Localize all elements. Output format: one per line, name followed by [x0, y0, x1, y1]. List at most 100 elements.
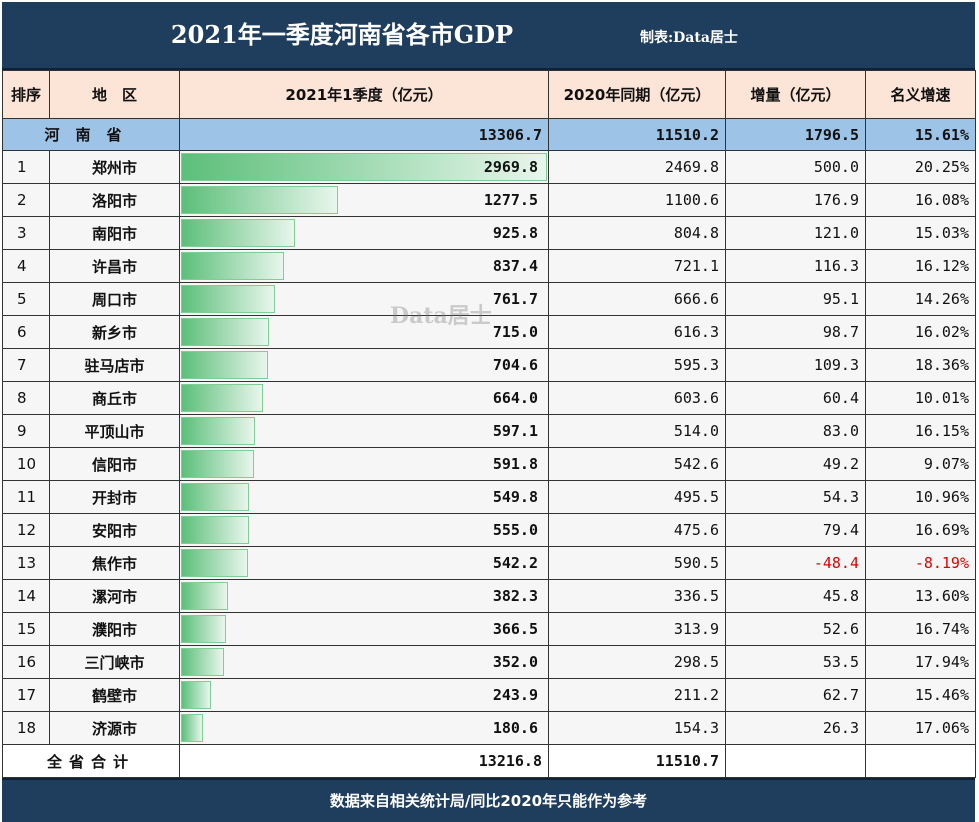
- gdp-bar: [181, 450, 254, 478]
- q1-2020-cell: 298.5: [548, 645, 726, 679]
- growth-cell: 17.06%: [865, 711, 976, 745]
- region-cell: 漯河市: [49, 579, 180, 613]
- header-rank: 排序: [2, 70, 50, 119]
- q1-2020-cell: 542.6: [548, 447, 726, 481]
- credit-label: 制表:Data居士: [640, 30, 738, 46]
- gdp-bar: [181, 318, 269, 346]
- q1-2020-cell: 154.3: [548, 711, 726, 745]
- increase-cell: 500.0: [725, 150, 866, 184]
- growth-cell: 18.36%: [865, 348, 976, 382]
- rank-cell: 17: [2, 678, 50, 712]
- q1-2020-cell: 590.5: [548, 546, 726, 580]
- q1-2021-cell: 555.0: [179, 513, 549, 547]
- q1-2021-cell: 925.8: [179, 216, 549, 250]
- increase-cell: 60.4: [725, 381, 866, 415]
- header-increase: 增量（亿元）: [725, 70, 866, 119]
- growth-cell: 16.02%: [865, 315, 976, 349]
- growth-cell: 15.03%: [865, 216, 976, 250]
- header-row: 排序 地 区 2021年1季度（亿元） 2020年同期（亿元） 增量（亿元） 名…: [2, 70, 976, 119]
- table-row: 12 安阳市 555.0 475.6 79.4 16.69%: [2, 513, 976, 547]
- table-row: 16 三门峡市 352.0 298.5 53.5 17.94%: [2, 645, 976, 679]
- q1-2021-cell: 2969.8: [179, 150, 549, 184]
- q1-2021-cell: 542.2: [179, 546, 549, 580]
- growth-cell: 9.07%: [865, 447, 976, 481]
- gdp-bar: [181, 186, 338, 214]
- rank-cell: 6: [2, 315, 50, 349]
- increase-cell: 176.9: [725, 183, 866, 217]
- q1-2021-value: 549.8: [492, 488, 538, 506]
- q1-2021-value: 597.1: [492, 422, 538, 440]
- q1-2021-cell: 761.7: [179, 282, 549, 316]
- q1-2021-cell: 1277.5: [179, 183, 549, 217]
- rank-cell: 8: [2, 381, 50, 415]
- gdp-bar: [181, 681, 211, 709]
- rank-cell: 15: [2, 612, 50, 646]
- gdp-bar: [181, 648, 224, 676]
- gdp-bar: [181, 516, 249, 544]
- q1-2021-value: 2969.8: [483, 158, 538, 176]
- q1-2021-cell: 243.9: [179, 678, 549, 712]
- region-cell: 洛阳市: [49, 183, 180, 217]
- gdp-bar: [181, 285, 275, 313]
- growth-cell: 17.94%: [865, 645, 976, 679]
- q1-2021-cell: 664.0: [179, 381, 549, 415]
- growth-cell: 16.12%: [865, 249, 976, 283]
- q1-2021-value: 180.6: [492, 719, 538, 737]
- increase-cell: 54.3: [725, 480, 866, 514]
- gdp-bar: [181, 219, 295, 247]
- total-row: 全省合计 13216.8 11510.7: [2, 744, 976, 778]
- gdp-bar: [181, 153, 547, 181]
- increase-cell: 109.3: [725, 348, 866, 382]
- province-q1-2021: 13306.7: [179, 118, 549, 151]
- q1-2021-cell: 715.0: [179, 315, 549, 349]
- total-q1-2021: 13216.8: [179, 744, 549, 778]
- table-row: 18 济源市 180.6 154.3 26.3 17.06%: [2, 711, 976, 745]
- increase-cell: -48.4: [725, 546, 866, 580]
- total-q1-2020: 11510.7: [548, 744, 726, 778]
- region-cell: 驻马店市: [49, 348, 180, 382]
- table-row: 7 驻马店市 704.6 595.3 109.3 18.36%: [2, 348, 976, 382]
- gdp-table: 排序 地 区 2021年1季度（亿元） 2020年同期（亿元） 增量（亿元） 名…: [2, 70, 976, 778]
- growth-cell: 14.26%: [865, 282, 976, 316]
- table-row: 5 周口市 761.7 666.6 95.1 14.26%: [2, 282, 976, 316]
- gdp-bar: [181, 714, 203, 742]
- gdp-bar: [181, 483, 249, 511]
- rank-cell: 12: [2, 513, 50, 547]
- table-row: 15 濮阳市 366.5 313.9 52.6 16.74%: [2, 612, 976, 646]
- growth-cell: 10.01%: [865, 381, 976, 415]
- rank-cell: 16: [2, 645, 50, 679]
- rank-cell: 2: [2, 183, 50, 217]
- rank-cell: 1: [2, 150, 50, 184]
- q1-2020-cell: 603.6: [548, 381, 726, 415]
- increase-cell: 95.1: [725, 282, 866, 316]
- q1-2021-value: 761.7: [492, 290, 538, 308]
- q1-2021-value: 591.8: [492, 455, 538, 473]
- growth-cell: 13.60%: [865, 579, 976, 613]
- q1-2020-cell: 1100.6: [548, 183, 726, 217]
- q1-2021-cell: 837.4: [179, 249, 549, 283]
- table-row: 11 开封市 549.8 495.5 54.3 10.96%: [2, 480, 976, 514]
- region-cell: 鹤壁市: [49, 678, 180, 712]
- q1-2021-value: 542.2: [492, 554, 538, 572]
- q1-2020-cell: 616.3: [548, 315, 726, 349]
- increase-cell: 121.0: [725, 216, 866, 250]
- rank-cell: 11: [2, 480, 50, 514]
- table-row: 9 平顶山市 597.1 514.0 83.0 16.15%: [2, 414, 976, 448]
- table-row: 4 许昌市 837.4 721.1 116.3 16.12%: [2, 249, 976, 283]
- province-name: 河南省: [2, 118, 180, 151]
- gdp-bar: [181, 384, 263, 412]
- growth-cell: -8.19%: [865, 546, 976, 580]
- q1-2020-cell: 475.6: [548, 513, 726, 547]
- region-cell: 安阳市: [49, 513, 180, 547]
- growth-cell: 20.25%: [865, 150, 976, 184]
- header-q1-2020: 2020年同期（亿元）: [548, 70, 726, 119]
- q1-2021-cell: 382.3: [179, 579, 549, 613]
- gdp-bar: [181, 549, 248, 577]
- table-row: 10 信阳市 591.8 542.6 49.2 9.07%: [2, 447, 976, 481]
- q1-2021-cell: 366.5: [179, 612, 549, 646]
- q1-2021-cell: 704.6: [179, 348, 549, 382]
- header-growth: 名义增速: [865, 70, 976, 119]
- q1-2020-cell: 666.6: [548, 282, 726, 316]
- q1-2021-value: 704.6: [492, 356, 538, 374]
- region-cell: 南阳市: [49, 216, 180, 250]
